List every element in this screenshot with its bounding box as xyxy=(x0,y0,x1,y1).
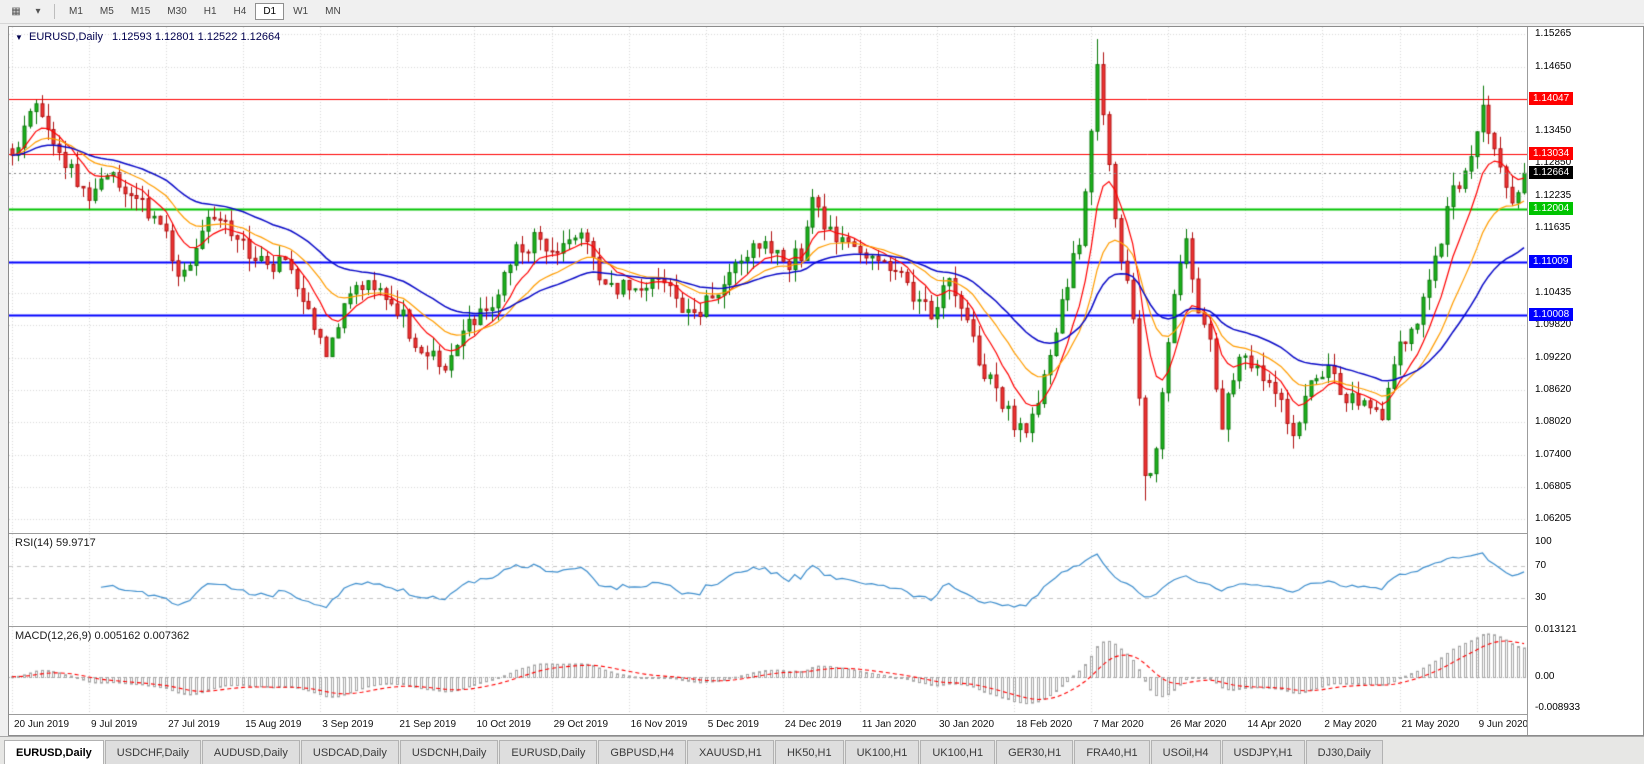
chart-window: ▼ EURUSD,Daily 1.12593 1.12801 1.12522 1… xyxy=(8,26,1644,736)
time-axis-label: 9 Jul 2019 xyxy=(91,719,138,730)
time-axis-label: 18 Feb 2020 xyxy=(1016,719,1073,730)
chart-tab-usdcnh-daily[interactable]: USDCNH,Daily xyxy=(399,740,499,764)
dropdown-arrow-icon[interactable]: ▾ xyxy=(35,6,41,17)
main-chart-canvas[interactable] xyxy=(9,27,1527,533)
chart-tab-hk50-h1[interactable]: HK50,H1 xyxy=(774,740,844,764)
timeframe-button-h4[interactable]: H4 xyxy=(233,6,247,17)
chart-ohlc-values: 1.12593 1.12801 1.12522 1.12664 xyxy=(112,31,281,43)
chart-tab-gbpusd-h4[interactable]: GBPUSD,H4 xyxy=(598,740,686,764)
chart-tab-usdcad-daily[interactable]: USDCAD,Daily xyxy=(300,740,399,764)
price-tick-label: 1.15265 xyxy=(1535,28,1572,40)
time-axis-label: 7 Mar 2020 xyxy=(1093,719,1144,730)
rsi-indicator-canvas[interactable] xyxy=(9,534,1527,626)
time-axis-label: 20 Jun 2019 xyxy=(13,719,70,730)
chart-tab-fra40-h1[interactable]: FRA40,H1 xyxy=(1074,740,1150,764)
symbol-dropdown-icon[interactable]: ▼ xyxy=(15,33,23,42)
time-axis-label: 16 Nov 2019 xyxy=(630,719,688,730)
chart-type-icon[interactable]: ▦ xyxy=(11,6,21,17)
toolbar-separator xyxy=(54,4,55,19)
time-axis-label: 21 Sep 2019 xyxy=(399,719,457,730)
chart-tab-usoil-h4[interactable]: USOil,H4 xyxy=(1150,740,1221,764)
timeframe-button-m5[interactable]: M5 xyxy=(99,6,114,17)
rsi-level-label: 70 xyxy=(1535,560,1547,571)
toolbar-icon-group: ▦ ▾ xyxy=(6,3,48,20)
macd-label: MACD(12,26,9) 0.005162 0.007362 xyxy=(15,630,190,642)
time-axis-label: 15 Aug 2019 xyxy=(245,719,302,730)
time-axis[interactable]: 20 Jun 2019 9 Jul 2019 27 Jul 2019 15 Aug 2… xyxy=(9,715,1643,735)
chart-tab-eurusd-daily[interactable]: EURUSD,Daily xyxy=(4,740,104,764)
time-axis-label: 29 Oct 2019 xyxy=(553,719,609,730)
bottom-tabbar: EURUSD,Daily USDCHF,Daily AUDUSD,Daily USDC… xyxy=(0,736,1644,764)
macd-indicator-canvas[interactable] xyxy=(9,627,1527,714)
price-axis[interactable]: 1.15265 1.14650 1.13450 1.12850 1.12235 1.116… xyxy=(1527,27,1643,735)
chart-symbol-label: EURUSD,Daily xyxy=(28,31,103,43)
time-axis-label: 3 Sep 2019 xyxy=(322,719,374,730)
time-axis-label: 21 May 2020 xyxy=(1401,719,1460,730)
top-toolbar: ▦ ▾ M1 M5 M15 M30 H1 H4 D1 W1 MN xyxy=(0,0,1644,24)
chart-tab-uk100-h1[interactable]: UK100,H1 xyxy=(920,740,996,764)
price-tick-label: 1.08020 xyxy=(1535,415,1572,427)
current-price-label: 1.12664 xyxy=(1529,166,1574,180)
price-line-label: 1.14047 xyxy=(1529,92,1574,106)
price-line-label: 1.12004 xyxy=(1529,201,1574,215)
timeframe-button-w1[interactable]: W1 xyxy=(293,6,309,17)
time-axis-label: 27 Jul 2019 xyxy=(168,719,220,730)
time-axis-label: 9 Jun 2020 xyxy=(1478,719,1529,730)
price-line-label: 1.13034 xyxy=(1529,146,1574,160)
price-tick-label: 1.10435 xyxy=(1535,286,1572,298)
panel-divider xyxy=(9,714,1643,715)
chart-tab-usdchf-daily[interactable]: USDCHF,Daily xyxy=(104,740,201,764)
price-tick-label: 1.09820 xyxy=(1535,319,1572,331)
price-line-label: 1.11009 xyxy=(1529,254,1573,268)
macd-axis-label: 0.013121 xyxy=(1535,624,1577,636)
price-tick-label: 1.06205 xyxy=(1535,512,1572,524)
macd-axis-label: -0.008933 xyxy=(1535,702,1581,714)
price-tick-label: 1.11635 xyxy=(1535,222,1571,234)
price-tick-label: 1.06805 xyxy=(1535,480,1572,492)
chart-tab-ger30-h1[interactable]: GER30,H1 xyxy=(996,740,1074,764)
price-tick-label: 1.08620 xyxy=(1535,383,1572,395)
time-axis-label: 30 Jan 2020 xyxy=(938,719,995,730)
timeframe-button-h1[interactable]: H1 xyxy=(203,6,217,17)
time-axis-label: 11 Jan 2020 xyxy=(861,719,917,730)
time-axis-label: 14 Apr 2020 xyxy=(1247,719,1302,730)
price-tick-label: 1.13450 xyxy=(1535,125,1572,137)
price-tick-label: 1.07400 xyxy=(1535,448,1572,460)
time-axis-label: 10 Oct 2019 xyxy=(476,719,531,730)
rsi-level-label: 100 xyxy=(1535,536,1552,547)
price-tick-label: 1.12850 xyxy=(1535,157,1572,169)
price-tick-label: 1.09220 xyxy=(1535,351,1572,363)
timeframe-button-m1[interactable]: M1 xyxy=(69,6,83,17)
panel-divider xyxy=(9,626,1643,627)
rsi-level-label: 30 xyxy=(1535,592,1547,603)
price-tick-label: 1.14650 xyxy=(1535,61,1572,73)
time-axis-label: 2 May 2020 xyxy=(1324,719,1377,730)
time-axis-label: 26 Mar 2020 xyxy=(1170,719,1227,730)
chart-tab-xauusd-h1[interactable]: XAUUSD,H1 xyxy=(686,740,774,764)
time-axis-label: 24 Dec 2019 xyxy=(784,719,842,730)
chart-tab-dj30-daily[interactable]: DJ30,Daily xyxy=(1305,740,1383,764)
timeframe-button-mn[interactable]: MN xyxy=(325,6,341,17)
chart-tab-eurusd-daily[interactable]: EURUSD,Daily xyxy=(499,740,598,764)
panel-divider xyxy=(9,533,1643,534)
rsi-label: RSI(14) 59.9717 xyxy=(15,537,96,549)
chart-tab-uk100-h1[interactable]: UK100,H1 xyxy=(844,740,920,764)
chart-title: ▼ EURUSD,Daily 1.12593 1.12801 1.12522 1… xyxy=(15,31,280,43)
macd-axis-label: 0.00 xyxy=(1535,670,1555,682)
chart-tab-audusd-daily[interactable]: AUDUSD,Daily xyxy=(201,740,300,764)
timeframe-button-d1[interactable]: D1 xyxy=(255,3,285,20)
chart-tab-usdjpy-h1[interactable]: USDJPY,H1 xyxy=(1221,740,1305,764)
timeframe-button-m30[interactable]: M30 xyxy=(167,6,187,17)
timeframe-toolbar: M1 M5 M15 M30 H1 H4 D1 W1 MN xyxy=(61,3,349,20)
timeframe-button-m15[interactable]: M15 xyxy=(130,6,151,17)
time-axis-label: 5 Dec 2019 xyxy=(707,719,759,730)
price-tick-label: 1.12235 xyxy=(1535,190,1572,202)
price-line-label: 1.10008 xyxy=(1529,308,1574,322)
